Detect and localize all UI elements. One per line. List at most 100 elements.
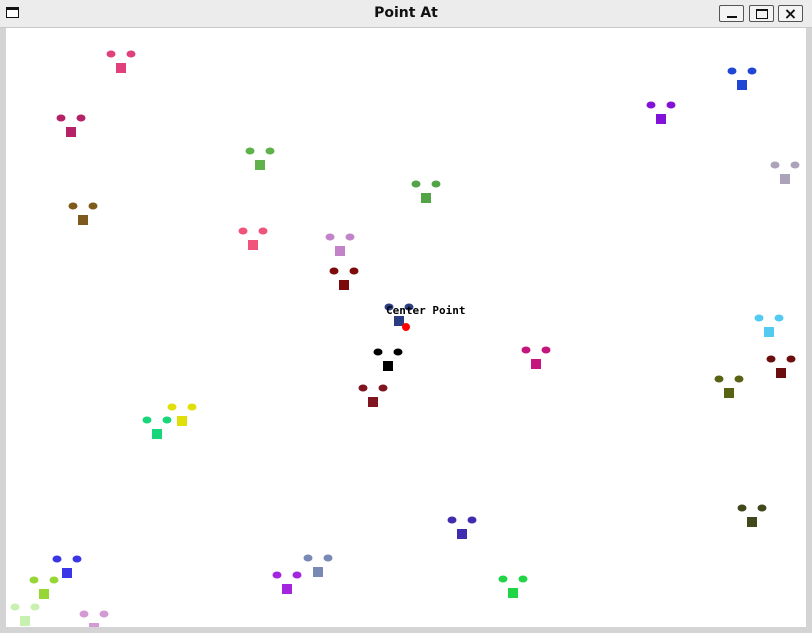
- figure-eye: [498, 575, 508, 583]
- figure-eye: [411, 180, 421, 188]
- figure: [766, 355, 796, 378]
- figure-body: [656, 114, 666, 124]
- figure-body: [421, 193, 431, 203]
- figure-body: [737, 80, 747, 90]
- figure: [167, 403, 197, 426]
- figure-body: [248, 240, 258, 250]
- minimize-icon: [727, 16, 737, 18]
- figure: [447, 516, 477, 539]
- minimize-button[interactable]: [719, 5, 744, 22]
- figure-eye: [737, 504, 747, 512]
- figure-body: [780, 174, 790, 184]
- figure-eye: [126, 50, 136, 58]
- figure: [238, 227, 268, 250]
- figure-eye: [349, 267, 359, 275]
- figure-eye: [358, 384, 368, 392]
- figure-eye: [757, 504, 767, 512]
- figure-eye: [646, 101, 656, 109]
- figure: [52, 555, 82, 578]
- figure-body: [383, 361, 393, 371]
- figure-eye: [29, 576, 39, 584]
- figure-eye: [345, 233, 355, 241]
- scene-svg: Center Point: [10, 50, 800, 627]
- figure: [727, 67, 757, 90]
- figure-body: [747, 517, 757, 527]
- figure-eye: [162, 416, 172, 424]
- figure-eye: [72, 555, 82, 563]
- figure-eye: [447, 516, 457, 524]
- figure: [245, 147, 275, 170]
- figure: [384, 303, 414, 326]
- figure-eye: [245, 147, 255, 155]
- close-icon: ×: [783, 4, 798, 23]
- figure: [329, 267, 359, 290]
- drawing-canvas[interactable]: Center Point: [6, 28, 806, 627]
- figure-eye: [10, 603, 20, 611]
- figure: [79, 610, 109, 627]
- title-bar: Point At ×: [0, 0, 812, 28]
- figure-eye: [521, 346, 531, 354]
- figure-body: [457, 529, 467, 539]
- figure-eye: [786, 355, 796, 363]
- figure-body: [313, 567, 323, 577]
- figure: [272, 571, 302, 594]
- maximize-button[interactable]: [749, 5, 774, 22]
- figure-eye: [467, 516, 477, 524]
- figure-eye: [292, 571, 302, 579]
- figure-body: [62, 568, 72, 578]
- figure-eye: [431, 180, 441, 188]
- figure-eye: [265, 147, 275, 155]
- figure: [754, 314, 784, 337]
- figure-eye: [518, 575, 528, 583]
- figure: [714, 375, 744, 398]
- figure-eye: [52, 555, 62, 563]
- figure-eye: [142, 416, 152, 424]
- figure-eye: [68, 202, 78, 210]
- figure-eye: [766, 355, 776, 363]
- figure: [303, 554, 333, 577]
- figure-eye: [373, 348, 383, 356]
- figure: [358, 384, 388, 407]
- figure-body: [255, 160, 265, 170]
- figure-eye: [666, 101, 676, 109]
- figure-body: [116, 63, 126, 73]
- figure-eye: [404, 303, 414, 311]
- figure-body: [339, 280, 349, 290]
- figure-body: [282, 584, 292, 594]
- figure-eye: [106, 50, 116, 58]
- figure: [325, 233, 355, 256]
- figure-eye: [79, 610, 89, 618]
- figure-eye: [378, 384, 388, 392]
- figure-body: [531, 359, 541, 369]
- figure-body: [776, 368, 786, 378]
- figure-body: [368, 397, 378, 407]
- figure-eye: [30, 603, 40, 611]
- figure: [770, 161, 800, 184]
- figure: [373, 348, 403, 371]
- close-button[interactable]: ×: [778, 4, 803, 23]
- figure: [411, 180, 441, 203]
- figure-eye: [323, 554, 333, 562]
- figure: [521, 346, 551, 369]
- figure-eye: [303, 554, 313, 562]
- figure-body: [78, 215, 88, 225]
- figure-eye: [238, 227, 248, 235]
- figure-body: [39, 589, 49, 599]
- figure-eye: [714, 375, 724, 383]
- figure-eye: [393, 348, 403, 356]
- figure-eye: [754, 314, 764, 322]
- figure-eye: [727, 67, 737, 75]
- figure-eye: [167, 403, 177, 411]
- figure-eye: [325, 233, 335, 241]
- window-menu-icon[interactable]: [6, 7, 19, 18]
- figure-body: [724, 388, 734, 398]
- figure-body: [20, 616, 30, 626]
- figure-eye: [187, 403, 197, 411]
- figure-eye: [272, 571, 282, 579]
- figure-eye: [770, 161, 780, 169]
- figure-eye: [56, 114, 66, 122]
- figure-eye: [734, 375, 744, 383]
- figure: [68, 202, 98, 225]
- figure-body: [152, 429, 162, 439]
- figure-eye: [49, 576, 59, 584]
